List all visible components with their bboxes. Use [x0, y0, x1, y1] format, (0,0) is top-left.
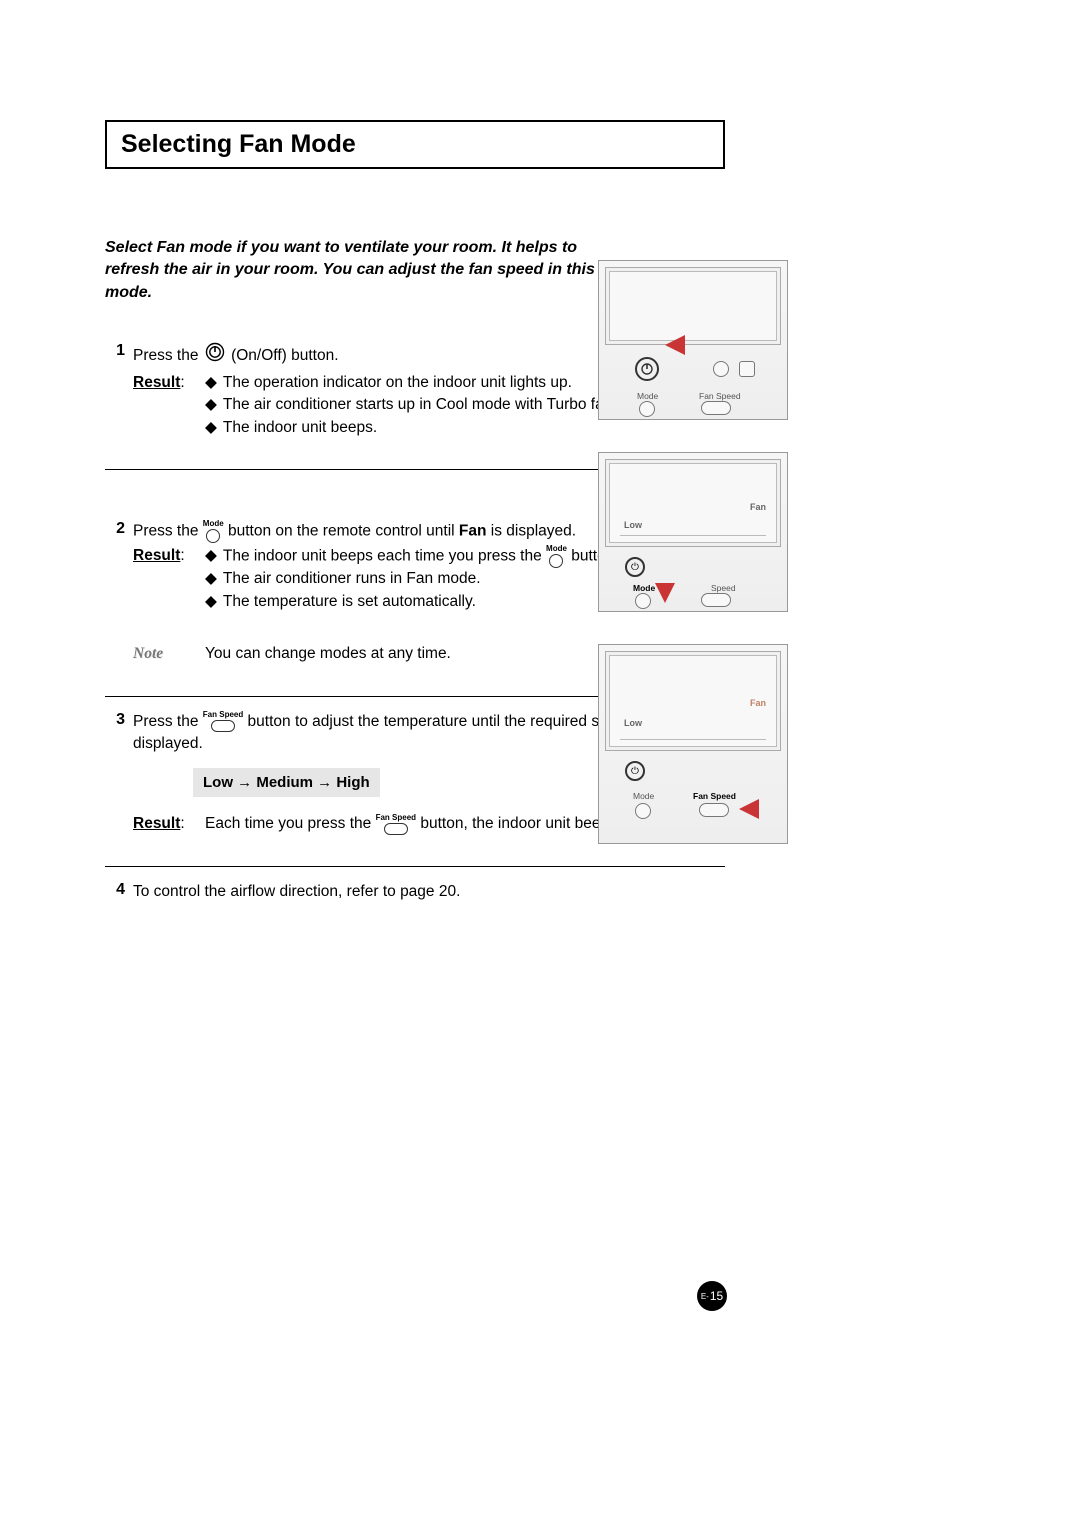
diamond-icon: ◆ — [205, 568, 217, 590]
fan-bold: Fan — [459, 523, 487, 540]
arrow-icon — [665, 335, 685, 355]
mode-button-icon: Mode — [546, 545, 567, 568]
result-text-b: button, the indoor unit beeps. — [420, 815, 621, 832]
section-title: Selecting Fan Mode — [105, 120, 725, 169]
step-number: 2 — [105, 520, 133, 666]
power-button-icon: ⏻ — [625, 557, 645, 577]
remote-illustration-3: Fan Low ⏻ Mode Fan Speed — [598, 644, 788, 844]
display-low: Low — [624, 718, 642, 728]
step1-text-a: Press the — [133, 347, 203, 364]
note-text: You can change modes at any time. — [205, 645, 451, 662]
result-label: Result — [133, 374, 180, 391]
timer-icon — [713, 361, 729, 377]
fanspeed-button-icon: Fan Speed — [203, 711, 243, 732]
fanspeed-button-icon — [701, 401, 731, 415]
step2-text-a: Press the — [133, 523, 203, 540]
bullet-text: The operation indicator on the indoor un… — [223, 372, 572, 394]
display-fan: Fan — [750, 698, 766, 708]
diamond-icon: ◆ — [205, 591, 217, 613]
diamond-icon: ◆ — [205, 372, 217, 394]
fanspeed-label: Fan Speed — [693, 791, 736, 801]
swing-icon — [739, 361, 755, 377]
step-number: 3 — [105, 711, 133, 836]
speed-button-icon — [701, 593, 731, 607]
diamond-icon: ◆ — [205, 545, 217, 568]
page-number: E-15 — [697, 1281, 727, 1311]
mode-button-icon: Mode — [203, 520, 224, 543]
result-text-a: Each time you press the — [205, 815, 376, 832]
arrow-icon — [739, 799, 759, 819]
step-4: 4 To control the airflow direction, refe… — [105, 867, 725, 933]
fanspeed-button-icon: Fan Speed — [376, 814, 416, 835]
step-body: To control the airflow direction, refer … — [133, 881, 725, 903]
intro-text: Select Fan mode if you want to ventilate… — [105, 237, 625, 304]
bullet-text: The air conditioner runs in Fan mode. — [223, 568, 481, 590]
step4-text: To control the airflow direction, refer … — [133, 881, 725, 903]
speed-sequence: Low → Medium → High — [193, 768, 380, 798]
mode-button-icon — [639, 401, 655, 417]
speed-label: Speed — [711, 583, 736, 593]
mode-button-icon — [635, 803, 651, 819]
power-button-icon — [635, 357, 659, 381]
mode-label: Mode — [637, 391, 658, 401]
arrow-icon — [655, 583, 675, 603]
bullet-text: The temperature is set automatically. — [223, 591, 476, 613]
display-low: Low — [624, 520, 642, 530]
diamond-icon: ◆ — [205, 394, 217, 416]
fanspeed-label: Fan Speed — [699, 391, 741, 401]
step1-text-b: (On/Off) button. — [231, 347, 338, 364]
step3-text-a: Press the — [133, 713, 203, 730]
step-number: 1 — [105, 342, 133, 439]
diamond-icon: ◆ — [205, 417, 217, 439]
bullet-text: The indoor unit beeps. — [223, 417, 377, 439]
step-number: 4 — [105, 881, 133, 903]
display-fan: Fan — [750, 502, 766, 512]
mode-button-icon — [635, 593, 651, 609]
note-label: Note — [133, 645, 163, 662]
step2-text-b: button on the remote control until — [228, 523, 459, 540]
result-label: Result — [133, 547, 180, 564]
illustration-column: Mode Fan Speed Fan Low ⏻ Mode Speed Fan … — [598, 260, 788, 876]
fanspeed-button-icon — [699, 803, 729, 817]
bullet-text: The indoor unit beeps each time you pres… — [223, 548, 546, 565]
mode-label: Mode — [633, 791, 654, 801]
power-button-icon: ⏻ — [625, 761, 645, 781]
step2-text-c: is displayed. — [491, 523, 576, 540]
power-icon — [205, 342, 225, 369]
remote-illustration-1: Mode Fan Speed — [598, 260, 788, 420]
mode-label: Mode — [633, 583, 655, 593]
remote-illustration-2: Fan Low ⏻ Mode Speed — [598, 452, 788, 612]
result-label: Result — [133, 815, 180, 832]
